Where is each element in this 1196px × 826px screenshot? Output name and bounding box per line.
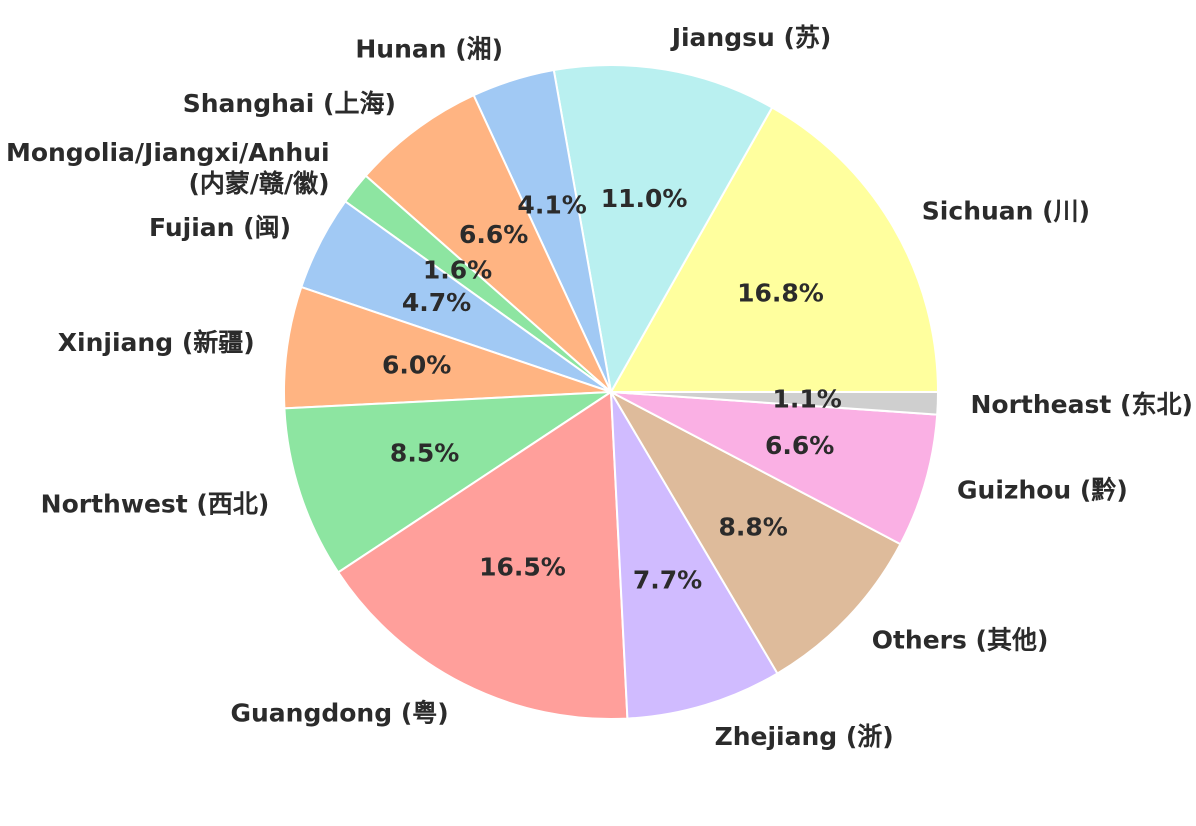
category-label-jiangsu: Jiangsu (苏)	[670, 23, 832, 52]
pie-slice-xinjiang	[283, 286, 612, 410]
pie-slice-jiangsu	[552, 64, 774, 393]
pie-slice-northwest	[283, 391, 612, 574]
percent-labels: 16.8%11.0%4.1%6.6%1.6%4.7%6.0%8.5%16.5% 7…	[382, 184, 842, 594]
category-label-fujian: Fujian (闽)	[149, 213, 291, 242]
category-label-shanghai: Shanghai (上海)	[183, 89, 396, 118]
category-label-hunan: Hunan (湘)	[355, 34, 503, 63]
percent-label-others: 8.8%	[719, 513, 788, 542]
category-label-guizhou: Guizhou (黔)	[957, 476, 1128, 505]
percent-label-northwest: 8.5%	[390, 439, 459, 468]
percent-label-fujian: 4.7%	[402, 288, 471, 317]
pie-slice-sichuan	[610, 106, 939, 393]
category-label-xinjiang: Xinjiang (新疆)	[58, 328, 255, 357]
category-label-northeast: Northeast (东北)	[971, 390, 1193, 419]
pie-slices	[283, 64, 939, 720]
percent-label-sichuan: 16.8%	[737, 279, 824, 308]
category-label-sichuan: Sichuan (川)	[922, 196, 1090, 225]
percent-label-xinjiang: 6.0%	[382, 351, 451, 380]
percent-label-hunan: 4.1%	[517, 190, 586, 219]
pie-slice-shanghai	[364, 94, 612, 393]
category-label-others: Others (其他)	[872, 625, 1049, 654]
percent-label-jiangsu: 11.0%	[601, 184, 688, 213]
pie-slice-guizhou	[610, 391, 939, 546]
pie-slice-zhejiang	[610, 391, 779, 720]
category-label-northwest: Northwest (西北)	[41, 490, 270, 519]
category-labels: Sichuan (川) Jiangsu (苏) Hunan (湘) Shanghai …	[6, 23, 1193, 751]
category-label-mongolia-jiangxi-anhui: Mongolia/Jiangxi/Anhui (内蒙/赣/徽)	[6, 138, 330, 198]
pie-slice-others	[610, 391, 902, 675]
percent-label-shanghai: 6.6%	[459, 220, 528, 249]
pie-slice-guangdong	[337, 391, 629, 720]
percent-label-northeast: 1.1%	[772, 384, 841, 413]
category-label-zhejiang: Zhejiang (浙)	[715, 722, 894, 751]
percent-label-guangdong: 16.5%	[479, 553, 566, 582]
percent-label-guizhou: 6.6%	[765, 431, 834, 460]
category-label-guangdong: Guangdong (粤)	[230, 699, 448, 728]
percent-label-mongolia-jiangxi-anhui: 1.6%	[423, 255, 492, 284]
pie-slice-northeast	[610, 391, 939, 416]
percent-label-zhejiang: 7.7%	[633, 565, 702, 594]
